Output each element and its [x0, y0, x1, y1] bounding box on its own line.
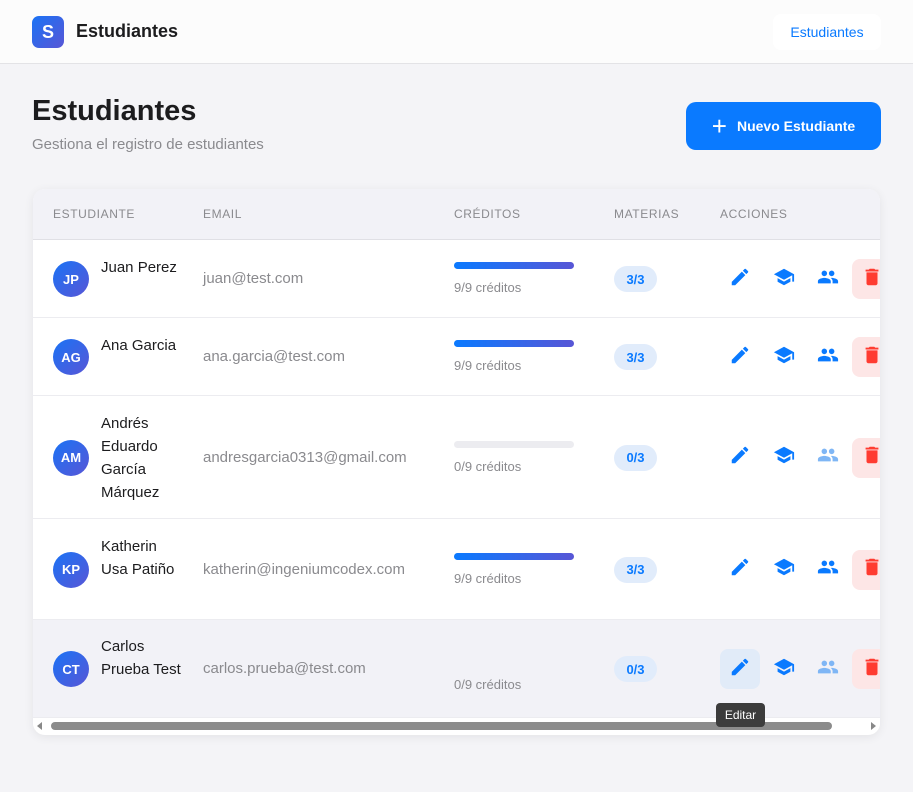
enroll-button[interactable] [764, 550, 804, 590]
credits-progress-bar [454, 440, 574, 448]
scroll-left-icon[interactable] [37, 722, 42, 730]
delete-button[interactable] [852, 337, 880, 377]
student-name: Andrés Eduardo García Márquez [101, 414, 160, 501]
app-logo: S [32, 16, 64, 48]
student-name: Katherin Usa Patiño [101, 538, 175, 578]
tooltip: Editar [716, 703, 765, 727]
student-email: ana.garcia@test.com [203, 348, 345, 365]
nav-estudiantes[interactable]: Estudiantes [773, 14, 881, 50]
trash-icon [861, 444, 880, 471]
credits-text: 0/9 créditos [454, 458, 522, 474]
credits-text: 9/9 créditos [454, 358, 522, 373]
avatar: JP [53, 261, 89, 297]
table-row: KP Katherin Usa Patiño katherin@ingenium… [33, 519, 880, 620]
edit-button[interactable] [720, 337, 760, 377]
materias-badge: 3/3 [614, 266, 657, 292]
delete-button[interactable] [852, 649, 880, 689]
graduation-cap-icon [773, 556, 795, 583]
student-name: Ana Garcia [101, 337, 177, 354]
credits-progress-bar [454, 340, 574, 347]
header-acciones: ACCIONES [720, 207, 788, 221]
header-creditos: CRÉDITOS [454, 207, 521, 221]
edit-button[interactable] [720, 438, 760, 478]
table-header: ESTUDIANTE EMAIL CRÉDITOS MATERIAS ACCIO… [33, 189, 880, 240]
credits-text: 0/9 créditos [454, 677, 522, 692]
group-icon [817, 266, 839, 293]
table-row: AM Andrés Eduardo García Márquez andresg… [33, 396, 880, 519]
credits-progress-bar [454, 552, 574, 560]
enroll-button[interactable] [764, 337, 804, 377]
credits-progress-bar [454, 262, 574, 269]
trash-icon [861, 266, 880, 293]
enroll-button[interactable] [764, 649, 804, 689]
edit-button[interactable] [720, 550, 760, 590]
group-icon [817, 444, 839, 471]
student-name: Carlos Prueba Test [101, 637, 181, 678]
students-table: ESTUDIANTE EMAIL CRÉDITOS MATERIAS ACCIO… [33, 189, 880, 735]
table-row: JP Juan Perez juan@test.com 9/9 créditos… [33, 240, 880, 318]
credits-progress-fill [454, 552, 574, 560]
materias-badge: 3/3 [614, 344, 657, 370]
new-student-label: Nuevo Estudiante [736, 118, 856, 134]
group-icon [817, 344, 839, 371]
trash-icon [861, 344, 880, 371]
student-email: carlos.prueba@test.com [203, 660, 366, 677]
pencil-icon [729, 344, 751, 371]
materias-badge: 0/3 [614, 444, 657, 471]
group-icon [817, 656, 839, 683]
groups-button [808, 649, 848, 689]
delete-button[interactable] [852, 437, 880, 478]
groups-button[interactable] [808, 259, 848, 299]
plus-icon: + [711, 111, 727, 141]
avatar: AG [53, 339, 89, 375]
trash-icon [861, 656, 880, 683]
edit-button[interactable] [720, 259, 760, 299]
page-title: Estudiantes [32, 95, 197, 127]
horizontal-scrollbar[interactable] [33, 718, 880, 734]
new-student-button[interactable]: + Nuevo Estudiante [686, 102, 881, 150]
enroll-button[interactable] [764, 438, 804, 478]
page-subtitle: Gestiona el registro de estudiantes [32, 136, 264, 153]
pencil-icon [729, 444, 751, 471]
graduation-cap-icon [773, 344, 795, 371]
groups-button[interactable] [808, 337, 848, 377]
graduation-cap-icon [773, 266, 795, 293]
enroll-button[interactable] [764, 259, 804, 299]
avatar: AM [53, 439, 89, 476]
header-email: EMAIL [203, 207, 243, 221]
credits-progress-fill [454, 262, 574, 269]
delete-button[interactable] [852, 549, 880, 590]
credits-text: 9/9 créditos [454, 280, 522, 295]
pencil-icon [729, 656, 751, 683]
table-row: CT Carlos Prueba Test carlos.prueba@test… [33, 620, 880, 718]
avatar: CT [53, 651, 89, 687]
student-name: Juan Perez [101, 259, 177, 276]
student-email: juan@test.com [203, 270, 304, 287]
delete-button[interactable] [852, 259, 880, 299]
scroll-right-icon[interactable] [871, 722, 876, 730]
top-bar: S Estudiantes Estudiantes [0, 0, 913, 64]
materias-badge: 0/3 [614, 656, 657, 682]
student-email: katherin@ingeniumcodex.com [203, 560, 405, 578]
graduation-cap-icon [773, 444, 795, 471]
groups-button [808, 438, 848, 478]
header-materias: MATERIAS [614, 207, 680, 221]
edit-button[interactable] [720, 649, 760, 689]
app-title: Estudiantes [76, 21, 179, 41]
pencil-icon [729, 266, 751, 293]
credits-text: 9/9 créditos [454, 570, 522, 586]
materias-badge: 3/3 [614, 556, 657, 583]
avatar: KP [53, 551, 89, 588]
student-email: andresgarcia0313@gmail.com [203, 448, 407, 466]
credits-progress-fill [454, 340, 574, 347]
graduation-cap-icon [773, 656, 795, 683]
groups-button[interactable] [808, 550, 848, 590]
trash-icon [861, 556, 880, 583]
table-row: AG Ana Garcia ana.garcia@test.com 9/9 cr… [33, 318, 880, 396]
group-icon [817, 556, 839, 583]
header-estudiante: ESTUDIANTE [53, 207, 136, 221]
pencil-icon [729, 556, 751, 583]
scrollbar-thumb[interactable] [51, 722, 832, 730]
